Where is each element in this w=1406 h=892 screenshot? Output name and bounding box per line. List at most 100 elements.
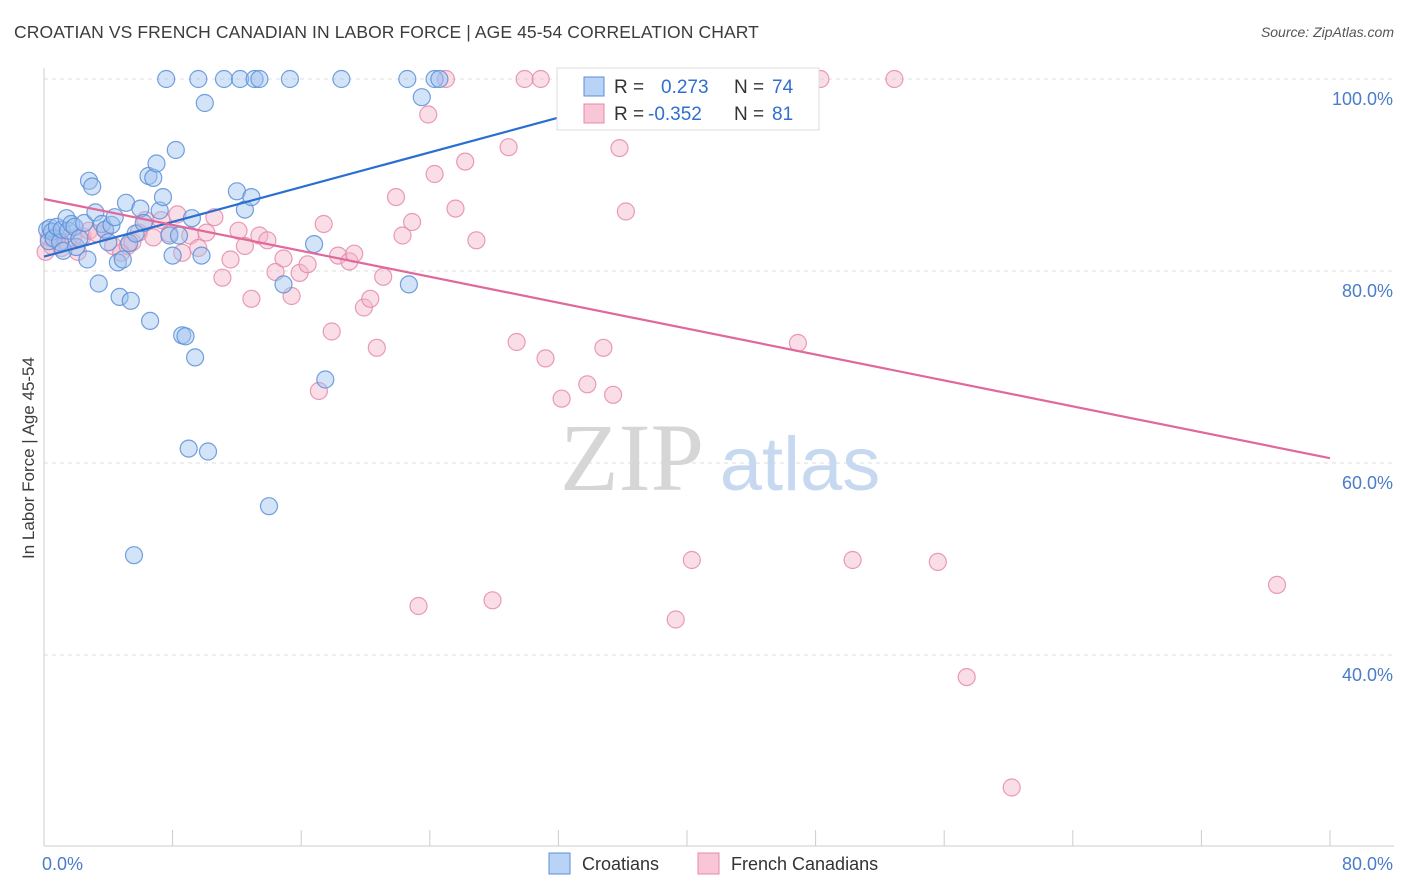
french-canadians-point-56 bbox=[446, 199, 465, 218]
croatians-point-49 bbox=[179, 439, 198, 458]
croatians-point-62 bbox=[250, 69, 269, 89]
croatians-point-45 bbox=[166, 140, 185, 160]
croatians-point-42 bbox=[157, 69, 176, 89]
y-tick-labels: 100.0% 80.0% 60.0% 40.0% bbox=[1332, 89, 1393, 685]
croatians-point-53 bbox=[192, 246, 211, 265]
french-canadians-point-52 bbox=[409, 596, 428, 616]
croatians-point-64 bbox=[274, 275, 293, 294]
french-canadians-point-35 bbox=[274, 249, 293, 268]
legend-r-value-croatians: 0.273 bbox=[661, 77, 709, 98]
croatians-point-67 bbox=[316, 370, 335, 389]
french-canadians-point-64 bbox=[536, 349, 555, 368]
croatians-point-48 bbox=[176, 327, 195, 346]
french-canadians-point-77 bbox=[843, 550, 862, 570]
watermark: ZIP atlas bbox=[560, 404, 880, 511]
french-canadians-point-65 bbox=[552, 389, 571, 408]
croatians-point-38 bbox=[144, 168, 163, 187]
y-tick-label-0: 100.0% bbox=[1332, 89, 1393, 109]
croatians-point-17 bbox=[79, 171, 99, 190]
french-canadians-point-82 bbox=[1267, 575, 1287, 595]
french-canadians-point-28 bbox=[221, 250, 240, 269]
croatians-point-44 bbox=[163, 246, 182, 265]
french-canadians-point-40 bbox=[314, 214, 333, 234]
croatians-point-37 bbox=[141, 311, 160, 330]
croatians-point-65 bbox=[280, 69, 299, 89]
x-tick-label-0: 0.0% bbox=[42, 854, 83, 874]
legend-swatch-croatians bbox=[583, 76, 605, 97]
french-canadians-point-47 bbox=[367, 338, 386, 357]
croatians-point-73 bbox=[430, 69, 449, 89]
french-canadians-point-38 bbox=[298, 255, 317, 274]
x-tick-labels: 0.0% 80.0% bbox=[42, 854, 1393, 874]
french-canadians-point-31 bbox=[242, 289, 261, 308]
french-canadians-point-46 bbox=[361, 289, 380, 308]
y-axis-label: In Labor Force | Age 45-54 bbox=[19, 357, 38, 559]
french-canadians-point-62 bbox=[515, 69, 534, 89]
croatians-point-72 bbox=[425, 69, 444, 89]
french-canadians-point-80 bbox=[957, 667, 976, 687]
bottom-legend-label-french-canadians: French Canadians bbox=[731, 854, 878, 874]
french-canadians-point-30 bbox=[235, 236, 254, 256]
french-canadians-point-53 bbox=[419, 105, 438, 124]
french-canadians-trend-line bbox=[43, 197, 1331, 460]
croatians-point-55 bbox=[198, 442, 218, 461]
croatians-point-31 bbox=[121, 291, 140, 310]
croatians-point-66 bbox=[305, 235, 324, 254]
legend-n-label-croatians: N = bbox=[734, 77, 764, 98]
french-canadians-point-41 bbox=[322, 322, 341, 341]
y-tick-label-2: 60.0% bbox=[1342, 473, 1393, 493]
watermark-zip: ZIP bbox=[560, 404, 704, 511]
french-canadians-point-58 bbox=[467, 231, 486, 250]
croatians-point-20 bbox=[89, 274, 108, 293]
french-canadians-point-39 bbox=[309, 381, 328, 401]
croatians-point-41 bbox=[153, 188, 173, 207]
legend-swatch-french-canadians bbox=[583, 103, 605, 124]
french-canadians-point-61 bbox=[507, 332, 526, 352]
x-tick-label-1: 80.0% bbox=[1342, 854, 1393, 874]
french-canadians-point-68 bbox=[594, 338, 613, 357]
french-canadians-point-71 bbox=[616, 202, 636, 221]
croatians-point-54 bbox=[195, 93, 214, 113]
french-canadians-point-79 bbox=[928, 552, 947, 572]
french-canadians-point-26 bbox=[205, 208, 224, 227]
french-canadians-point-54 bbox=[425, 164, 444, 184]
series-legend: Croatians French Canadians bbox=[548, 852, 878, 875]
croatians-point-52 bbox=[189, 69, 208, 89]
french-canadians-point-73 bbox=[682, 550, 701, 570]
french-canadians-point-59 bbox=[483, 591, 502, 610]
chart-title: CROATIAN VS FRENCH CANADIAN IN LABOR FOR… bbox=[14, 22, 759, 42]
legend-n-value-french-canadians: 81 bbox=[772, 104, 793, 125]
french-canadians-point-51 bbox=[403, 212, 422, 232]
croatians-point-16 bbox=[78, 250, 97, 269]
croatians-point-34 bbox=[131, 199, 150, 218]
croatians-point-61 bbox=[245, 69, 264, 89]
croatians-point-51 bbox=[186, 348, 205, 367]
legend-n-value-croatians: 74 bbox=[772, 77, 794, 98]
axes bbox=[43, 68, 1394, 847]
french-canadians-point-57 bbox=[456, 152, 475, 171]
y-tick-label-1: 80.0% bbox=[1342, 281, 1393, 301]
y-tick-label-3: 40.0% bbox=[1342, 665, 1393, 685]
bottom-legend-label-croatians: Croatians bbox=[582, 854, 659, 874]
croatians-point-27 bbox=[110, 287, 129, 306]
french-canadians-point-60 bbox=[499, 138, 518, 157]
croatians-point-63 bbox=[259, 497, 279, 516]
gridlines bbox=[44, 78, 1394, 656]
french-canadians-point-49 bbox=[386, 188, 406, 207]
bottom-legend-swatch-french-canadians bbox=[697, 852, 720, 875]
series-croatians bbox=[38, 69, 449, 565]
stats-legend: R = 0.273 N = 74 R = -0.352 N = 81 bbox=[556, 67, 820, 131]
legend-r-value-french-canadians: -0.352 bbox=[648, 104, 702, 125]
french-canadians-point-50 bbox=[393, 226, 412, 245]
croatians-point-43 bbox=[160, 226, 179, 245]
french-canadians-point-48 bbox=[374, 267, 393, 286]
french-canadians-point-81 bbox=[1002, 778, 1021, 797]
trend-lines bbox=[43, 73, 1331, 460]
croatians-point-71 bbox=[412, 88, 431, 107]
croatians-point-58 bbox=[231, 69, 250, 89]
french-canadians-point-69 bbox=[603, 385, 623, 404]
croatians-point-68 bbox=[332, 69, 351, 89]
legend-r-label-french-canadians: R = bbox=[614, 104, 644, 125]
croatians-point-39 bbox=[147, 154, 166, 173]
